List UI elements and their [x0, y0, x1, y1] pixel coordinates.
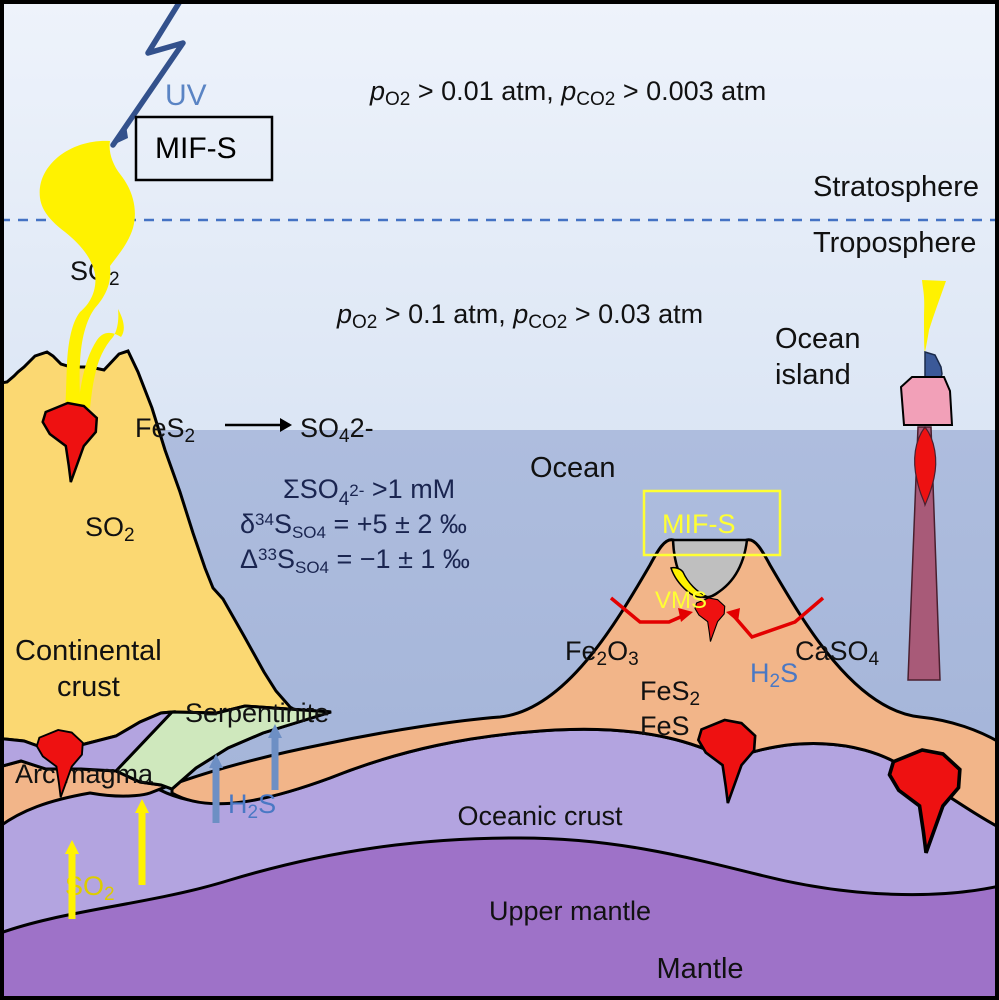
svg-text:Serpentinite: Serpentinite: [185, 698, 329, 728]
svg-text:MIF-S: MIF-S: [155, 132, 237, 165]
svg-text:Mantle: Mantle: [656, 953, 743, 985]
svg-text:VMS: VMS: [655, 587, 707, 614]
svg-text:δ34SSO4 = +5 ± 2 ‰: δ34SSO4 = +5 ± 2 ‰: [240, 509, 467, 542]
svg-text:Oceanic crust: Oceanic crust: [457, 801, 623, 831]
svg-text:Troposphere: Troposphere: [813, 227, 976, 259]
svg-text:Upper mantle: Upper mantle: [489, 896, 651, 926]
svg-text:Ocean: Ocean: [775, 323, 860, 355]
svg-text:CaSO4: CaSO4: [795, 636, 880, 670]
svg-text:UV: UV: [165, 79, 207, 112]
svg-text:Ocean: Ocean: [530, 452, 615, 484]
svg-text:MIF-S: MIF-S: [662, 509, 736, 539]
svg-text:island: island: [775, 359, 851, 391]
svg-text:Stratosphere: Stratosphere: [813, 171, 979, 203]
svg-text:pO2 > 0.01 atm, pCO2 > 0.003 a: pO2 > 0.01 atm, pCO2 > 0.003 atm: [369, 76, 766, 110]
svg-text:crust: crust: [57, 671, 120, 703]
svg-text:Arc magma: Arc magma: [15, 759, 154, 789]
svg-text:Continental: Continental: [15, 635, 162, 667]
svg-text:pO2 > 0.1 atm, pCO2 > 0.03 atm: pO2 > 0.1 atm, pCO2 > 0.03 atm: [336, 299, 703, 333]
svg-text:FeS: FeS: [640, 711, 690, 741]
svg-text:SO42-: SO42-: [300, 413, 374, 447]
